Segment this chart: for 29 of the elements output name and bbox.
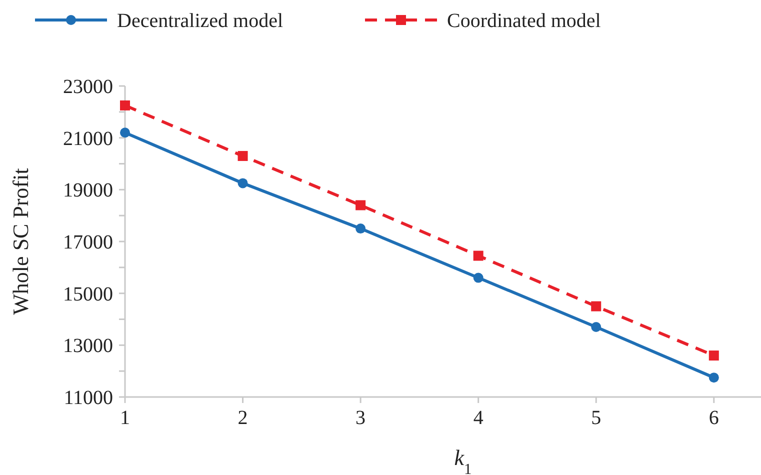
x-tick-label: 5: [591, 407, 602, 429]
x-tick-label: 4: [473, 407, 484, 429]
point: [238, 150, 248, 161]
point: [120, 100, 130, 110]
y-tick-label: 23000: [63, 76, 113, 98]
point: [356, 224, 366, 234]
point: [120, 128, 130, 138]
y-tick-label: 21000: [63, 128, 113, 150]
x-tick-label: 6: [708, 407, 719, 429]
y-tick-label: 17000: [63, 232, 113, 254]
y-tick-label: 19000: [63, 180, 113, 202]
point: [473, 250, 484, 261]
point: [708, 350, 719, 361]
legend-label: Decentralized model: [117, 10, 284, 32]
y-tick-label: 15000: [63, 283, 113, 306]
point: [473, 272, 484, 283]
x-tick-label: 2: [238, 407, 248, 429]
x-axis-title: k$_{1}$: [454, 445, 472, 475]
point: [356, 200, 366, 210]
point: [238, 178, 248, 188]
y-tick-label: 11000: [64, 387, 113, 409]
y-axis-title: Whole SC Profit: [8, 168, 33, 315]
x-tick-label: 3: [356, 407, 366, 429]
x-tick-label: 1: [120, 407, 130, 429]
point: [591, 301, 602, 312]
point: [591, 322, 602, 332]
y-tick-label: 13000: [63, 335, 113, 358]
point: [708, 372, 719, 383]
legend-label: Coordinated model: [447, 10, 602, 32]
